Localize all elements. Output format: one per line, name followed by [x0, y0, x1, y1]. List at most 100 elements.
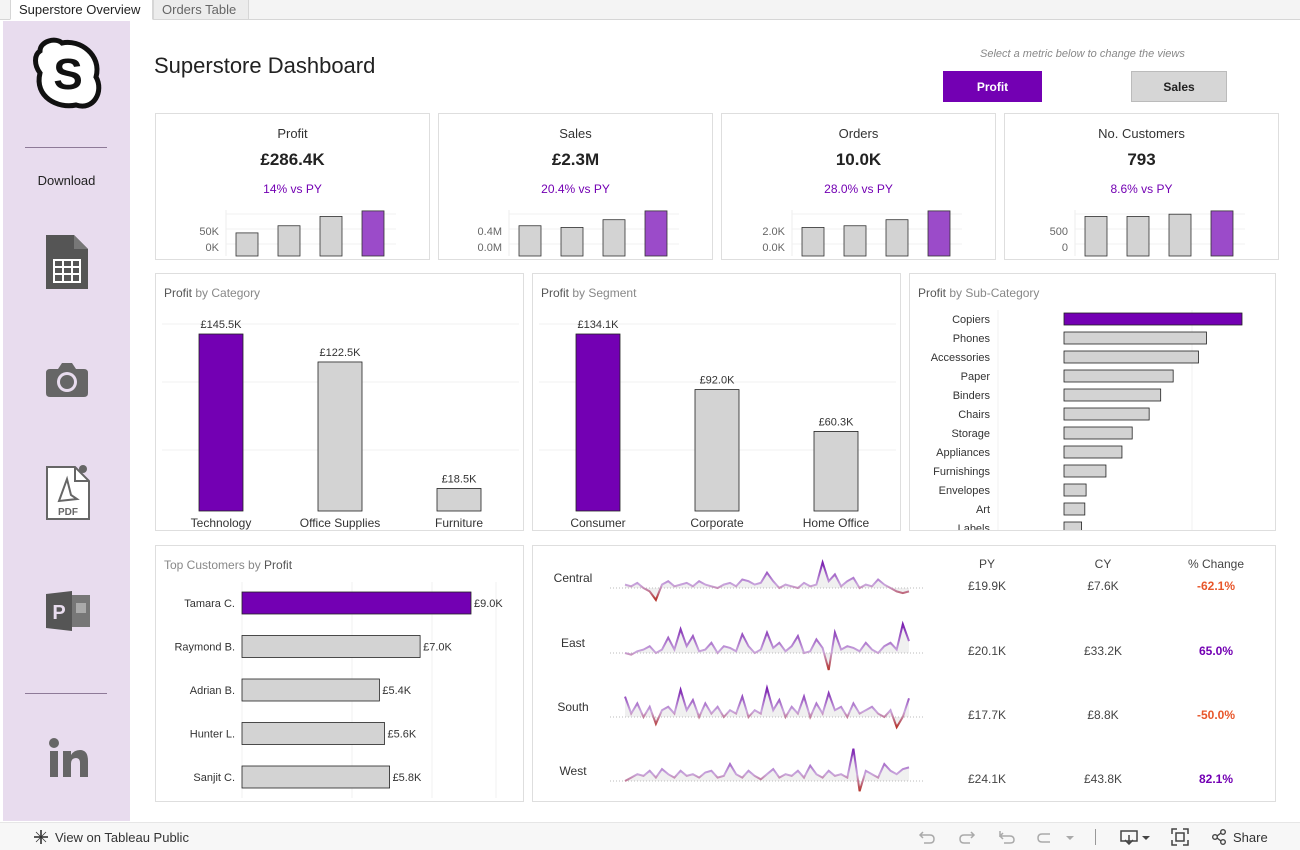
- bar-data-label: £7.0K: [423, 642, 452, 654]
- tab-orders-table[interactable]: Orders Table: [153, 0, 249, 20]
- kpi-trend-chart: 2.0K 0.0K: [762, 210, 962, 257]
- top-customers-panel: Top Customers by Profit Tamara C. £9.0K Ra…: [155, 545, 524, 802]
- camera-icon[interactable]: [46, 361, 88, 397]
- py-value: £17.7K: [967, 708, 1007, 722]
- kpi-tick-label: 50K: [199, 226, 219, 238]
- linkedin-icon[interactable]: [48, 737, 88, 777]
- fullscreen-icon[interactable]: [1171, 828, 1189, 846]
- redo-icon[interactable]: [958, 829, 976, 845]
- kpi-card-profit: Profit £286.4K 14% vs PY 50K 0K: [155, 113, 430, 260]
- refresh-icon[interactable]: [1036, 829, 1076, 845]
- panel-title: Profit by Category: [164, 286, 261, 300]
- cy-value: £7.6K: [1087, 579, 1119, 593]
- sales-metric-button[interactable]: Sales: [1131, 71, 1227, 102]
- sparkline-east: [624, 620, 910, 671]
- category-label: Technology: [191, 516, 252, 530]
- kpi-title: Profit: [277, 126, 308, 141]
- kpi-value: 10.0K: [835, 150, 882, 169]
- category-label: Corporate: [690, 516, 744, 530]
- subcategory-label: Paper: [961, 371, 991, 383]
- category-label: Office Supplies: [300, 516, 381, 530]
- revert-icon[interactable]: [998, 829, 1016, 845]
- kpi-bar: [1126, 216, 1150, 257]
- pdf-icon[interactable]: PDF: [45, 465, 91, 521]
- share-button[interactable]: Share: [1233, 830, 1268, 845]
- bar: [694, 389, 740, 512]
- kpi-trend-chart: 0.4M 0.0M: [478, 210, 679, 257]
- kpi-bar: [1210, 210, 1234, 257]
- metric-hint: Select a metric below to change the view…: [980, 48, 1185, 60]
- kpi-tick-label: 0.0M: [478, 242, 502, 254]
- bar: [1063, 426, 1133, 440]
- top-customers-chart: Tamara C. £9.0K Raymond B. £7.0K Adrian B. £5…: [174, 582, 503, 798]
- category-label: Furniture: [435, 516, 483, 530]
- subcategory-label: Furnishings: [933, 466, 990, 478]
- panel-title: Top Customers by Profit: [164, 558, 293, 572]
- category-label: Home Office: [803, 516, 870, 530]
- region-label: Central: [553, 571, 593, 585]
- sidebar-divider: [25, 147, 107, 148]
- subcategory-label: Art: [976, 504, 990, 516]
- bar: [1063, 521, 1083, 530]
- kpi-title: Orders: [838, 126, 879, 141]
- bar: [1063, 312, 1243, 326]
- undo-icon[interactable]: [918, 829, 936, 845]
- kpi-tick-label: 0: [1062, 242, 1068, 254]
- kpi-tick-label: 500: [1050, 226, 1068, 238]
- py-value: £20.1K: [967, 644, 1007, 658]
- bar: [1063, 350, 1199, 364]
- kpi-change: 8.6% vs PY: [1110, 182, 1173, 196]
- subcategory-label: Copiers: [952, 314, 990, 326]
- spreadsheet-icon[interactable]: [46, 235, 88, 289]
- sidebar-divider-2: [25, 693, 107, 694]
- bar: [241, 765, 390, 789]
- sparkline-area: [625, 562, 909, 600]
- pct-change-value: 82.1%: [1198, 772, 1234, 786]
- bar-data-label: £145.5K: [201, 319, 243, 331]
- svg-text:S: S: [53, 50, 82, 99]
- bar-data-label: £5.8K: [393, 772, 422, 784]
- share-icon[interactable]: [1211, 829, 1227, 845]
- customer-label: Tamara C.: [184, 598, 235, 610]
- profit-by-category-panel: Profit by Category £145.5K Technology £122…: [155, 273, 524, 531]
- kpi-bar: [560, 227, 584, 257]
- py-value: £19.9K: [967, 579, 1007, 593]
- kpi-tick-label: 0K: [206, 242, 220, 254]
- download-icon[interactable]: [1120, 829, 1152, 845]
- bar: [1063, 445, 1123, 459]
- subcategory-label: Binders: [953, 390, 991, 402]
- bar-data-label: £122.5K: [320, 347, 362, 359]
- sparkline-west: [624, 748, 910, 792]
- tab-superstore-overview[interactable]: Superstore Overview: [10, 0, 153, 20]
- kpi-tick-label: 2.0K: [762, 226, 785, 238]
- kpi-change: 20.4% vs PY: [541, 182, 610, 196]
- kpi-card-sales: Sales £2.3M 20.4% vs PY 0.4M 0.0M: [438, 113, 713, 260]
- kpi-value: £286.4K: [260, 150, 325, 169]
- kpi-bar: [361, 210, 385, 257]
- panel-title: Profit by Sub-Category: [918, 286, 1040, 300]
- customer-label: Adrian B.: [190, 685, 235, 697]
- skype-s-logo-icon[interactable]: S: [30, 37, 106, 113]
- profit-by-subcategory-panel: Profit by Sub-Category Copiers Phones Acce…: [909, 273, 1276, 531]
- customer-label: Sanjit C.: [193, 772, 235, 784]
- kpi-bar: [644, 210, 668, 257]
- kpi-bar: [1168, 213, 1192, 257]
- profit-by-category-chart: £145.5K Technology £122.5K Office Supplies £…: [162, 319, 519, 530]
- bar-data-label: £18.5K: [442, 473, 478, 485]
- bar: [436, 488, 482, 512]
- profit-metric-button[interactable]: Profit: [943, 71, 1042, 102]
- view-on-tableau-link[interactable]: View on Tableau Public: [55, 830, 189, 845]
- bar: [1063, 483, 1087, 497]
- bar: [1063, 464, 1107, 478]
- powerpoint-icon[interactable]: P: [46, 591, 90, 631]
- sparkline-south: [624, 684, 910, 730]
- kpi-change: 28.0% vs PY: [824, 182, 893, 196]
- tableau-logo-icon[interactable]: [33, 829, 49, 845]
- kpi-tick-label: 0.4M: [478, 226, 502, 238]
- bar: [198, 333, 244, 512]
- profit-by-segment-chart: £134.1K Consumer £92.0K Corporate £60.3K Home…: [539, 319, 896, 530]
- bar-data-label: £5.4K: [382, 685, 411, 697]
- col-header-py: PY: [978, 557, 995, 571]
